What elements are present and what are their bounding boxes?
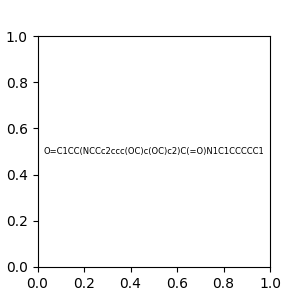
Text: O=C1CC(NCCc2ccc(OC)c(OC)c2)C(=O)N1C1CCCCC1: O=C1CC(NCCc2ccc(OC)c(OC)c2)C(=O)N1C1CCCC… bbox=[44, 147, 264, 156]
